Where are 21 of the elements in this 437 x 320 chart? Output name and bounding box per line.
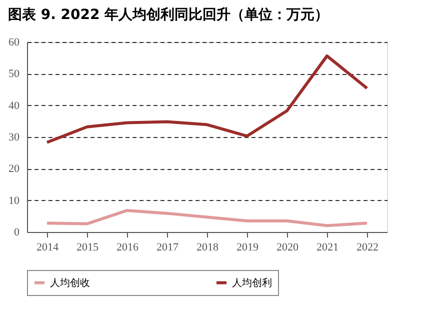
y-tick-label: 20 (8, 163, 20, 176)
x-tick-label: 2015 (76, 242, 99, 254)
legend-label: 人均创收 (50, 276, 90, 289)
y-tick-label: 30 (8, 132, 20, 144)
y-tick-label: 40 (8, 100, 20, 112)
y-tick-label: 0 (14, 226, 20, 238)
chart-title: 图表 9. 2022 年人均创利同比回升（单位：万元） (8, 6, 329, 23)
x-tick-label: 2022 (356, 242, 378, 254)
line-series (46, 208, 368, 228)
x-tick-label: 2021 (316, 242, 338, 254)
line-series (46, 54, 368, 144)
y-tick-label: 50 (8, 68, 20, 80)
x-tick-label: 2017 (156, 242, 179, 254)
x-tick-label: 2020 (276, 242, 299, 254)
x-tick-label: 2016 (116, 242, 139, 254)
x-tick-label: 2018 (196, 242, 219, 254)
y-tick-label: 10 (8, 194, 20, 207)
legend-label: 人均创利 (232, 276, 272, 289)
x-tick-label: 2014 (36, 242, 59, 254)
y-tick-label: 60 (8, 36, 20, 48)
x-tick-label: 2019 (236, 242, 259, 254)
